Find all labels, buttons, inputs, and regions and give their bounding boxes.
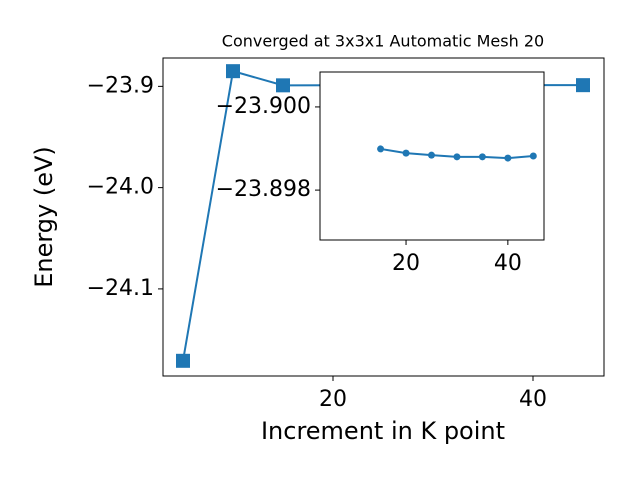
y-tick-label: −24.1 [87, 276, 154, 301]
marker [453, 153, 461, 161]
axes-frame [162, 57, 605, 377]
x-tick-label: 20 [392, 251, 420, 276]
marker [176, 353, 190, 368]
marker [529, 152, 537, 160]
marker [276, 78, 290, 93]
chart-title: Converged at 3x3x1 Automatic Mesh 20 [222, 32, 544, 51]
x-tick-label: 20 [319, 387, 347, 412]
marker [377, 145, 385, 153]
marker [576, 78, 590, 93]
y-tick-label: −23.900 [216, 94, 311, 119]
marker [478, 153, 486, 161]
y-tick-label: −23.9 [87, 73, 154, 98]
y-tick-label: −24.0 [87, 175, 154, 200]
x-tick-label: 40 [519, 387, 547, 412]
marker [402, 149, 410, 157]
axes-frame [319, 71, 545, 241]
x-axis-label: Increment in K point [261, 417, 505, 445]
y-tick-label: −23.898 [216, 177, 311, 202]
marker [226, 64, 240, 79]
marker [427, 151, 435, 159]
x-tick-label: 40 [494, 251, 522, 276]
y-axis-label: Energy (eV) [30, 146, 58, 288]
marker [504, 154, 512, 162]
